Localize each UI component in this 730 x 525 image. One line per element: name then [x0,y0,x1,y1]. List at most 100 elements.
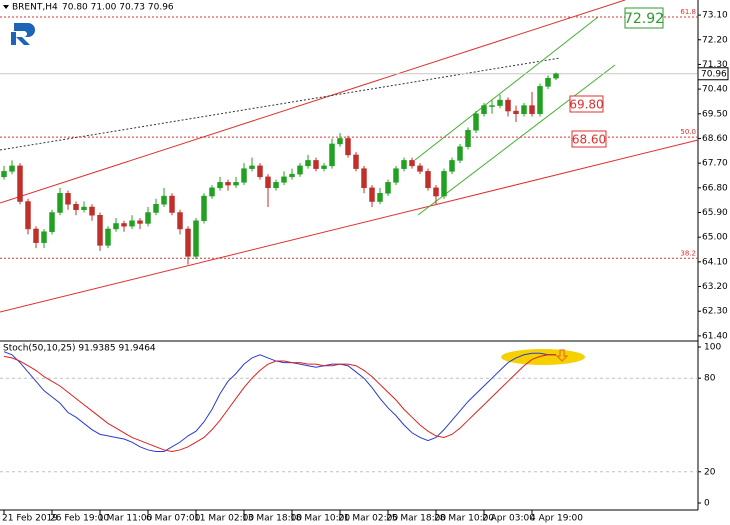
candle-body [129,220,135,227]
indicator-title: Stoch(50,10,25) 91.9385 91.9464 [3,344,156,354]
candle-body [177,212,183,230]
candle-body [521,105,527,115]
y-tick-label: 63.20 [702,282,728,292]
candle-body [417,165,423,172]
candle-body [393,168,399,183]
candle-body [49,212,55,232]
candle-body [217,182,223,189]
candle-body [401,160,407,169]
down-arrow [555,349,569,362]
candle-body [553,73,559,79]
candle-body [465,129,471,147]
candle-body [25,201,31,230]
fib-level-label: 38.2 [680,249,696,257]
y-tick-label: 69.50 [702,109,728,119]
candle-body [153,204,159,213]
candle-body [489,105,495,107]
x-tick-label: 25 Mar 18:00 [386,514,446,524]
fib-level-label: 50.0 [680,128,696,136]
fib-level-label: 61.8 [680,8,696,16]
candle-body [497,99,503,106]
x-tick-label: 13 Mar 18:00 [242,514,302,524]
candle-body [537,86,543,115]
candle-body [369,187,375,202]
candle-body [89,206,95,216]
x-tick-label: 4 Apr 19:00 [530,514,583,524]
candle-body [305,160,311,167]
y-tick-label: 0 [704,498,710,508]
candle-body [1,171,7,178]
candle-body [265,176,271,189]
candle-body [97,214,103,246]
candle-body [249,165,255,169]
candle-body [137,220,143,224]
x-tick-label: 26 Feb 19:00 [50,514,109,524]
y-tick-label: 73.10 [702,11,728,21]
candle-body [161,195,167,205]
candle-body [377,193,383,202]
candle-body [17,165,23,202]
candle-body [169,195,175,213]
candle-body [57,193,63,213]
candle-body [513,110,519,115]
y-tick-label: 64.10 [702,257,728,267]
candle-body [233,182,239,186]
candle-body [529,105,535,115]
price-tag: 69.80 [569,98,603,112]
candle-body [473,113,479,131]
y-tick-label: 71.30 [702,60,728,70]
candle-body [345,138,351,156]
y-tick-label: 65.00 [702,233,728,243]
y-tick-label: 72.20 [702,35,728,45]
candle-body [9,165,15,172]
price-tag: 68.60 [572,133,606,147]
candle-body [65,193,71,205]
x-tick-label: 21 Mar 02:00 [338,514,398,524]
y-tick-label: 66.80 [702,183,728,193]
candle-body [441,171,447,197]
y-tick-label: 70.40 [702,85,728,95]
candle-body [73,204,79,211]
candle-body [545,77,551,87]
symbol: BRENT,H4 [12,3,58,13]
candle-body [209,187,215,197]
y-tick-label: 62.30 [702,307,728,317]
candle-body [433,187,439,197]
y-tick-label: 68.60 [702,134,728,144]
candle-body [145,212,151,224]
candle-body [409,160,415,167]
candle-body [361,168,367,189]
symbol-marker [3,5,9,9]
y-tick-label: 80 [704,374,716,384]
candle-body [273,182,279,189]
logo [11,23,35,45]
candle-body [329,143,335,167]
candle-body [201,195,207,221]
y-tick-label: 61.40 [702,331,728,341]
green-channel-upper [414,16,599,161]
candle-body [241,168,247,183]
candle-body [41,231,47,243]
candle-body [425,171,431,189]
y-tick-label: 100 [704,342,721,352]
candle-body [121,223,127,227]
candle-body [385,182,391,194]
y-tick-label: 65.90 [702,208,728,218]
x-tick-label: 6 Mar 07:00 [146,514,201,524]
highlight [501,349,585,365]
candle-body [321,165,327,169]
ohlc-header: 70.80 71.00 70.73 70.96 [62,3,174,13]
y-tick-label: 67.70 [702,159,728,169]
channel-lower [0,139,699,313]
candle-body [105,228,111,246]
candle-body [225,182,231,186]
channel-upper [0,0,626,204]
x-tick-label: 18 Mar 10:00 [290,514,350,524]
x-tick-label: 21 Feb 2019 [2,514,58,524]
candle-body [353,154,359,169]
last-price-box [697,67,729,81]
green-channel-lower [417,64,616,216]
